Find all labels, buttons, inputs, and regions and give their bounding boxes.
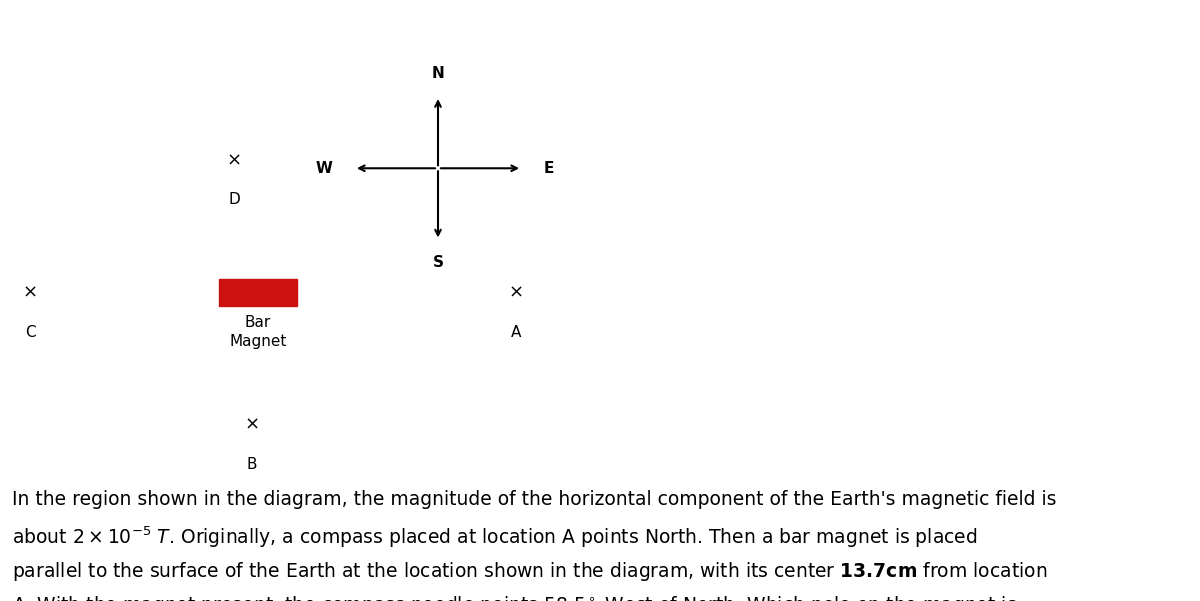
Text: In the region shown in the diagram, the magnitude of the horizontal component of: In the region shown in the diagram, the … <box>12 490 1056 509</box>
Text: ×: × <box>227 151 241 169</box>
Text: Bar
Magnet: Bar Magnet <box>229 315 287 349</box>
Text: E: E <box>544 161 554 175</box>
Text: W: W <box>316 161 332 175</box>
Text: S: S <box>432 255 444 270</box>
Text: ×: × <box>245 416 259 434</box>
Text: D: D <box>228 192 240 207</box>
Text: ×: × <box>509 284 523 302</box>
Text: parallel to the surface of the Earth at the location shown in the diagram, with : parallel to the surface of the Earth at … <box>12 560 1048 582</box>
Text: about $2 \times 10^{-5}$ $T$. Originally, a compass placed at location A points : about $2 \times 10^{-5}$ $T$. Originally… <box>12 525 978 550</box>
Text: N: N <box>432 66 444 81</box>
Text: ×: × <box>23 284 37 302</box>
Text: A. With the magnet present, the compass needle points $58.5^\circ$ West of North: A. With the magnet present, the compass … <box>12 594 1016 601</box>
Text: A: A <box>511 325 521 340</box>
Bar <box>220 279 298 306</box>
Text: C: C <box>25 325 35 340</box>
Text: B: B <box>247 457 257 472</box>
